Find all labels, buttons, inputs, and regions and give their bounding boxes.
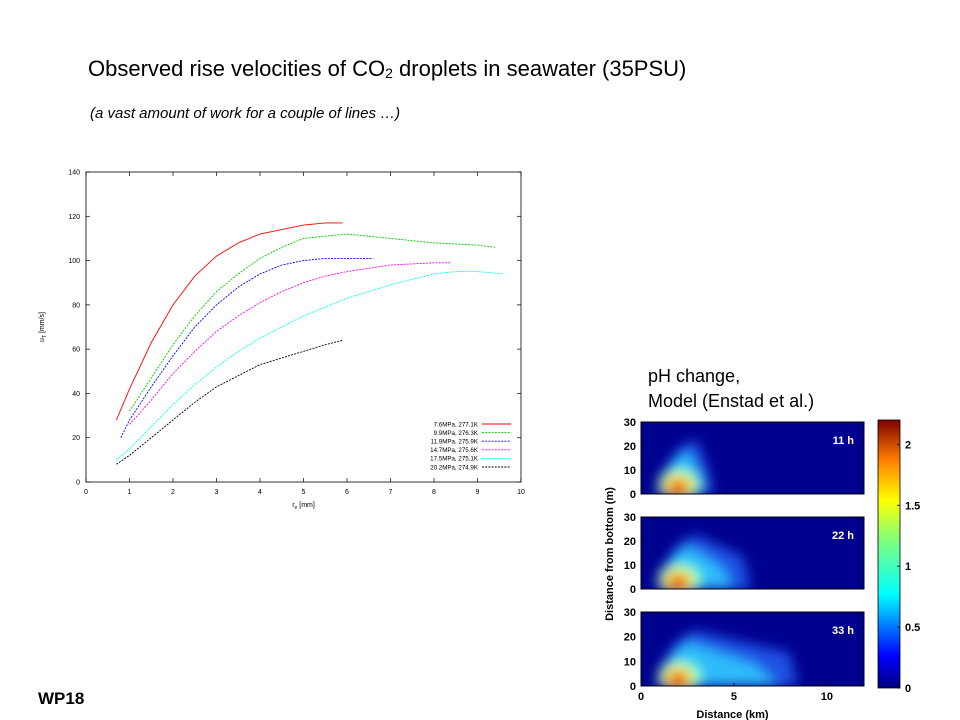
x-tick-label: 10 (517, 489, 525, 496)
ph-caption-line1: pH change, (648, 366, 741, 386)
x-tick-label: 9 (476, 489, 480, 496)
heatmap-panel-3: 33 h 0 10 20 30 (624, 607, 865, 693)
y-tick-label: 10 (624, 656, 636, 668)
y-tick-label: 20 (624, 441, 636, 453)
legend-label: 9.9MPa, 276.3K (434, 430, 479, 437)
panel-time-label: 11 h (833, 435, 855, 447)
y-tick-label: 30 (624, 512, 636, 524)
y-tick-label: 30 (624, 417, 636, 429)
y-tick-label: 30 (624, 607, 636, 619)
panel-frame (640, 611, 865, 687)
x-tick-label: 5 (302, 489, 306, 496)
y-tick-label: 0 (630, 584, 636, 596)
y-tick-label: 100 (68, 258, 80, 265)
y-tick-label: 0 (630, 681, 636, 693)
y-tick-label: 0 (630, 489, 636, 501)
heatmap-panel-2: 22 h 0 10 20 30 (624, 512, 865, 596)
y-tick-label: 10 (624, 560, 636, 572)
series-line-1 (115, 222, 343, 421)
colorbar-tick-label: 0.5 (905, 622, 920, 634)
legend-label: 11.9MPa, 275.9K (431, 439, 479, 446)
ph-caption: pH change, Model (Enstad et al.) (648, 364, 814, 414)
colorbar-tick-label: 2 (905, 439, 911, 451)
slide-title: Observed rise velocities of CO2 droplets… (88, 56, 686, 82)
x-tick-label: 0 (638, 691, 644, 703)
x-tick-label: 0 (84, 489, 88, 496)
y-tick-label: 20 (624, 536, 636, 548)
colorbar-tick-label: 1 (905, 561, 911, 573)
series-line-5 (116, 271, 504, 461)
y-tick-label: 80 (72, 302, 80, 309)
y-tick-label: 0 (76, 480, 80, 487)
legend-label: 17.5MPa, 275.1K (430, 456, 479, 463)
panel-time-label: 22 h (832, 530, 854, 542)
colorbar-tick-label: 1.5 (905, 500, 920, 512)
series-line-4 (129, 262, 452, 425)
colorbar-gradient (877, 419, 901, 689)
panel-frame (640, 516, 865, 590)
legend-label: 7.6MPa, 277.1K (434, 421, 479, 428)
y-axis-label: uT [mm/s] (39, 312, 48, 342)
footer-label: WP18 (38, 689, 85, 708)
x-tick-label: 1 (128, 489, 132, 496)
y-tick-label: 60 (72, 347, 80, 354)
heatmap-colorbar: 0 0.5 1 1.5 2 (877, 419, 920, 695)
y-tick-label: 120 (68, 214, 80, 221)
x-tick-label: 3 (215, 489, 219, 496)
y-axis-label: Distance from bottom (m) (604, 487, 616, 621)
y-tick-label: 40 (72, 391, 80, 398)
legend-label: 20.2MPa, 274.9K (430, 464, 479, 471)
panel-time-label: 33 h (832, 625, 854, 637)
title-rest: droplets in seawater (35PSU) (392, 56, 687, 81)
heatmap-panel-1: 11 h 0 10 20 30 (624, 417, 865, 501)
series-line-2 (129, 233, 495, 412)
title-subscript: 2 (385, 65, 393, 81)
x-tick-label: 6 (345, 489, 349, 496)
slide-subtitle: (a vast amount of work for a couple of l… (90, 105, 401, 122)
series-line-6 (116, 339, 343, 465)
y-tick-label: 10 (624, 465, 636, 477)
heatmap-panels: 11 h 0 10 20 30 22 h 0 10 20 30 33 h 0 10 20 30 0 5 10 Dis… (604, 417, 865, 720)
y-tick-label: 20 (624, 632, 636, 644)
y-tick-label: 20 (72, 435, 80, 442)
panel-frame (640, 421, 865, 495)
legend-label: 14.7MPa, 275.6K (430, 447, 479, 454)
ph-caption-line2: Model (Enstad et al.) (648, 391, 815, 411)
x-tick-label: 4 (258, 489, 262, 496)
x-tick-label: 10 (821, 691, 833, 703)
x-tick-label: 7 (389, 489, 393, 496)
x-axis-label: Distance (km) (696, 709, 768, 720)
y-tick-label: 140 (68, 170, 80, 177)
series-line-3 (120, 257, 374, 438)
x-tick-label: 5 (731, 691, 737, 703)
title-main: Observed rise velocities of CO (88, 56, 386, 81)
chart-series-group (115, 222, 504, 465)
x-tick-label: 2 (171, 489, 175, 496)
chart-legend: 7.6MPa, 277.1K 9.9MPa, 276.3K 11.9MPa, 275… (430, 421, 511, 471)
x-tick-label: 8 (432, 489, 436, 496)
colorbar-tick-label: 0 (905, 683, 911, 695)
x-axis-label: re [mm] (292, 502, 315, 511)
